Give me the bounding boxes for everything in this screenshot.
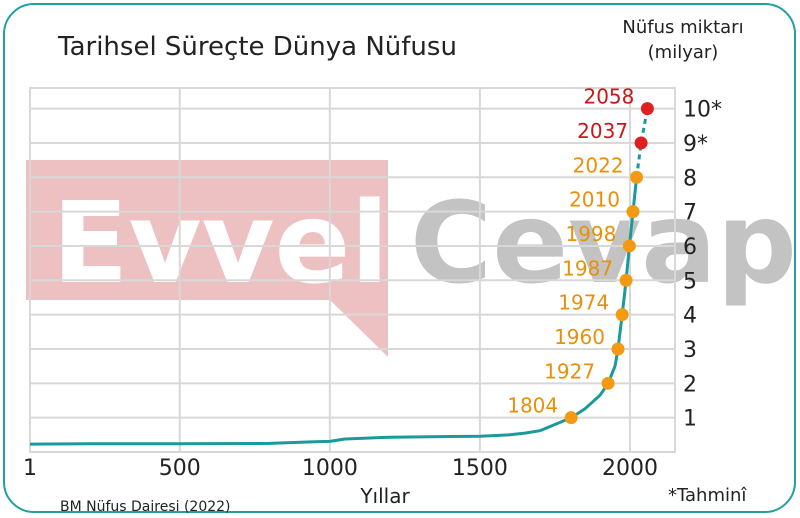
y-tick-label: 10* — [683, 98, 722, 123]
milestone-point — [611, 342, 625, 356]
milestone-point — [615, 308, 629, 322]
x-tick-label: 1000 — [302, 456, 358, 481]
x-tick-label: 2000 — [602, 456, 658, 481]
milestone-year-label: 2037 — [577, 119, 628, 143]
gridlines — [29, 87, 676, 453]
milestone-point — [564, 411, 578, 425]
y-tick-label: 4 — [683, 304, 697, 329]
milestone-point — [634, 136, 648, 150]
milestone-point — [640, 102, 654, 116]
milestone-point — [601, 376, 615, 390]
y-tick-label: 8 — [683, 166, 697, 191]
watermark: Evvel Cevap — [26, 160, 797, 357]
milestone-point — [619, 273, 633, 287]
milestone-year-label: 1804 — [507, 394, 558, 418]
milestone-point — [626, 205, 640, 219]
watermark-word-evvel: Evvel — [52, 179, 389, 309]
chart-frame — [3, 3, 796, 513]
x-axis-label: Yıllar — [359, 484, 410, 508]
x-tick-label: 500 — [159, 456, 201, 481]
watermark-speech-bubble — [26, 160, 388, 357]
milestone-point — [622, 239, 636, 253]
y-tick-label: 1 — [683, 407, 697, 432]
watermark-word-cevap: Cevap — [410, 179, 797, 309]
milestone-markers: 1804 1927 1960 1974 1987 1998 2010 2022 2037 2058 — [507, 85, 654, 425]
y-tick-label: 9* — [683, 132, 708, 157]
projection-series-line — [635, 108, 649, 178]
milestone-point — [630, 170, 644, 184]
plot-area-border — [29, 87, 676, 453]
milestone-year-label: 1927 — [544, 359, 595, 383]
chart-title: Tarihsel Süreçte Dünya Nüfusu — [57, 32, 457, 62]
y-tick-label: 2 — [683, 372, 697, 397]
y-tick-label: 3 — [683, 338, 697, 363]
y-tick-label: 6 — [683, 235, 697, 260]
estimate-footnote: *Tahminî — [668, 485, 747, 506]
y-axis-unit: (milyar) — [648, 42, 719, 63]
milestone-year-label: 2058 — [583, 85, 634, 109]
x-tick-label: 1 — [23, 456, 37, 481]
y-axis-label: Nüfus miktarı — [622, 17, 743, 38]
milestone-year-label: 1987 — [562, 256, 613, 280]
milestone-year-label: 1960 — [554, 325, 605, 349]
x-tick-label: 1500 — [452, 456, 508, 481]
source-note: BM Nüfus Dairesi (2022) — [60, 499, 231, 515]
milestone-year-label: 2010 — [569, 188, 620, 212]
milestone-year-label: 1998 — [565, 222, 616, 246]
y-tick-label: 7 — [683, 201, 697, 226]
milestone-year-label: 1974 — [558, 291, 609, 315]
y-tick-label: 5 — [683, 269, 697, 294]
milestone-year-label: 2022 — [573, 153, 624, 177]
